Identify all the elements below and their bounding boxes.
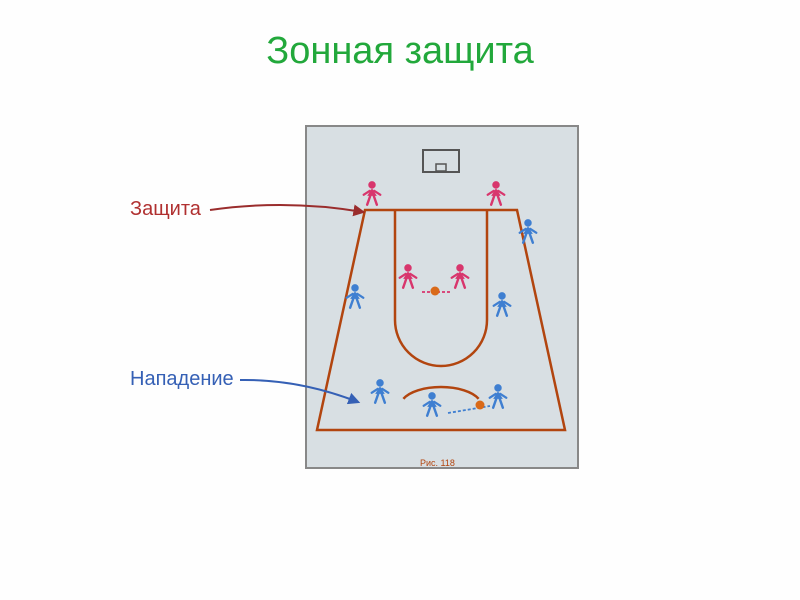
label-offense: Нападение <box>130 368 234 391</box>
caption-text: Рис. 118 <box>420 458 455 468</box>
label-offense-text: Нападение <box>130 368 234 390</box>
page-title: Зонная защита <box>0 0 800 73</box>
label-defense-text: Защита <box>130 198 201 220</box>
title-text: Зонная защита <box>266 30 533 72</box>
diagram-box <box>305 125 579 469</box>
label-defense: Защита <box>130 198 201 221</box>
figure-caption: Рис. 118 <box>420 458 455 468</box>
